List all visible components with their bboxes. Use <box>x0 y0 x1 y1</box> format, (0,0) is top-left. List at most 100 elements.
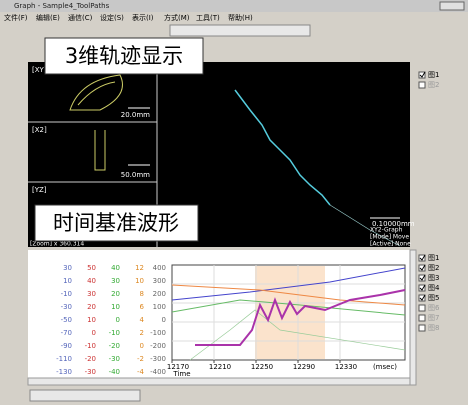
axis-value: 12 <box>135 264 144 272</box>
legend-label: 图8 <box>428 324 439 332</box>
title-bar <box>0 0 468 12</box>
axis-value: -20 <box>85 355 96 363</box>
scale-label: 20.0mm <box>121 111 150 119</box>
axis-value: 200 <box>153 290 166 298</box>
axis-value: -400 <box>150 368 166 376</box>
axis-value: 0 <box>92 329 96 337</box>
axis-value: 20 <box>111 290 120 298</box>
axis-value: -40 <box>109 368 120 376</box>
scale-label: 0.10000mm <box>372 220 415 228</box>
legend-label: 图1 <box>428 254 439 262</box>
checkbox[interactable] <box>418 294 426 302</box>
view-info: [Active] None <box>370 241 411 248</box>
menu-item[interactable]: 表示(I) <box>132 13 154 22</box>
checkbox[interactable] <box>418 324 426 332</box>
menu-item[interactable]: 设定(S) <box>100 13 124 22</box>
checkbox[interactable] <box>418 284 426 292</box>
axis-value: -70 <box>61 329 72 337</box>
axis-value: -30 <box>61 303 72 311</box>
wave-purple <box>195 289 406 346</box>
checkbox[interactable] <box>418 71 426 79</box>
checkbox[interactable] <box>418 314 426 322</box>
axis-value: -10 <box>109 329 120 337</box>
checkbox[interactable] <box>418 304 426 312</box>
scrollbar[interactable] <box>409 249 417 386</box>
scale-label: 50.0mm <box>121 171 150 179</box>
checkbox[interactable] <box>418 264 426 272</box>
menu-item[interactable]: 帮助(H) <box>228 13 253 22</box>
x-unit: (msec) <box>373 363 397 371</box>
window-title: Graph - Sample4_ToolPaths <box>14 2 110 10</box>
axis-value: -20 <box>109 342 120 350</box>
axis-value: 30 <box>87 290 96 298</box>
axis-value: -200 <box>150 342 166 350</box>
axis-value: 0 <box>116 316 120 324</box>
legend-label: 图4 <box>428 284 440 292</box>
toolbar-buttons[interactable] <box>169 24 311 37</box>
menu-item[interactable]: 通信(C) <box>68 13 93 22</box>
wave-green <box>171 299 406 316</box>
x-tick-label: 12210 <box>209 363 231 371</box>
axis-value: 10 <box>63 277 72 285</box>
check-mark <box>419 294 426 301</box>
axis-value: 300 <box>153 277 166 285</box>
axis-value: 20 <box>87 303 96 311</box>
menu-item[interactable]: 编辑(E) <box>36 13 60 22</box>
x-label: Time <box>172 370 190 378</box>
plot-grid <box>172 265 405 360</box>
checkbox[interactable] <box>418 254 426 262</box>
axis-value: -10 <box>61 290 72 298</box>
wave-orange <box>171 284 406 306</box>
overlay-box <box>34 204 199 242</box>
axis-value: 10 <box>135 277 144 285</box>
trajectory <box>234 89 331 206</box>
overlay-label: 时间基准波形 <box>53 211 179 235</box>
xz-path <box>94 130 106 171</box>
axis-value: -130 <box>56 368 72 376</box>
legend-label: 图7 <box>428 314 439 322</box>
axis-value: -4 <box>137 368 145 376</box>
checkbox[interactable] <box>418 81 426 89</box>
axis-value: 0 <box>140 342 144 350</box>
check-mark <box>419 254 426 261</box>
check-mark <box>419 284 426 291</box>
view-label: [X2] <box>32 126 47 134</box>
axis-value: -100 <box>150 329 166 337</box>
menu-item[interactable]: 工具(T) <box>196 14 220 22</box>
view-info: [Mode] Move <box>370 234 409 241</box>
view-label: [YZ] <box>32 186 47 194</box>
axis-value: 10 <box>87 316 96 324</box>
menu-item[interactable]: 文件(F) <box>4 13 28 22</box>
axis-value: -10 <box>85 342 96 350</box>
check-mark <box>419 274 426 281</box>
axis-value: 40 <box>87 277 96 285</box>
legend-label: 图2 <box>428 81 439 89</box>
axis-value: 100 <box>153 303 166 311</box>
axis-value: 8 <box>140 290 144 298</box>
side-panel <box>412 62 468 247</box>
axis-value: 30 <box>111 277 120 285</box>
menu-item[interactable]: 方式(M) <box>164 13 190 22</box>
view-info: XY2-Graph <box>370 227 403 234</box>
x-tick-label: 12290 <box>293 363 315 371</box>
view-label: [XY] <box>32 66 47 74</box>
checkbox[interactable] <box>418 274 426 282</box>
bottom-toolbar[interactable] <box>29 389 141 402</box>
axis-value: -30 <box>85 368 96 376</box>
axis-value: -50 <box>61 316 72 324</box>
scrollbar[interactable] <box>27 377 411 386</box>
zoom-label: [Zoom] x 360.314 <box>30 241 84 248</box>
axis-value: -30 <box>109 355 120 363</box>
check-mark <box>419 71 426 78</box>
axis-value: 10 <box>111 303 120 311</box>
legend-label: 图6 <box>428 304 440 312</box>
axis-value: 400 <box>153 264 166 272</box>
axis-value: -90 <box>61 342 72 350</box>
window-buttons[interactable] <box>439 1 465 11</box>
legend-label: 图1 <box>428 71 439 79</box>
axis-value: 30 <box>63 264 72 272</box>
legend-label: 图3 <box>428 274 439 282</box>
axis-value: 2 <box>140 329 144 337</box>
wave-lightgreen <box>189 309 406 361</box>
x-tick-label: 12170 <box>167 363 189 371</box>
